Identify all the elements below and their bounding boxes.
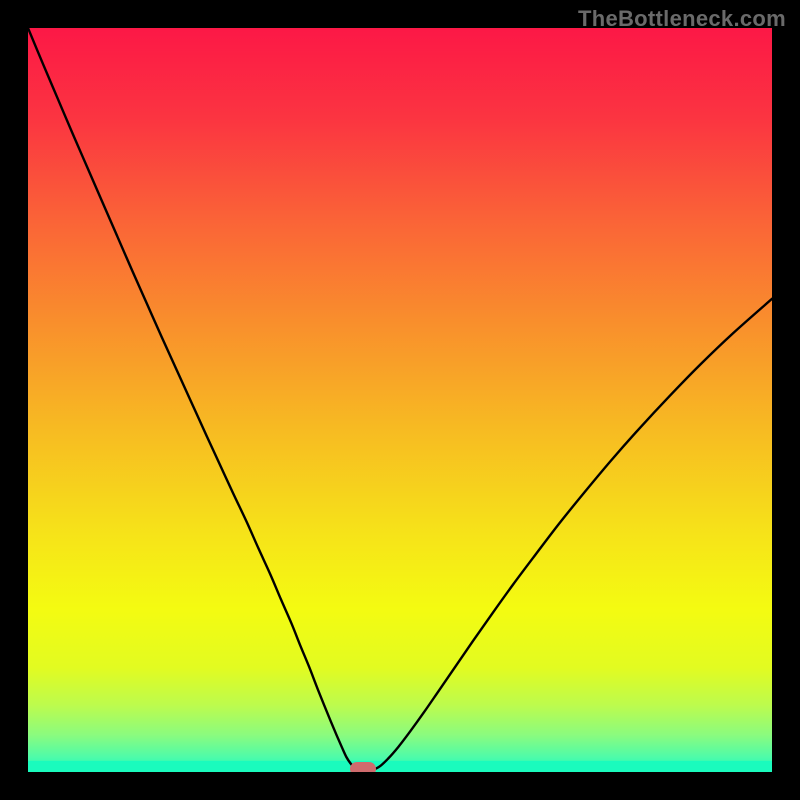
- bottleneck-curve: [28, 28, 772, 772]
- plot-area: [28, 28, 772, 772]
- watermark-text: TheBottleneck.com: [578, 6, 786, 32]
- chart-container: TheBottleneck.com: [0, 0, 800, 800]
- optimal-marker: [350, 762, 376, 772]
